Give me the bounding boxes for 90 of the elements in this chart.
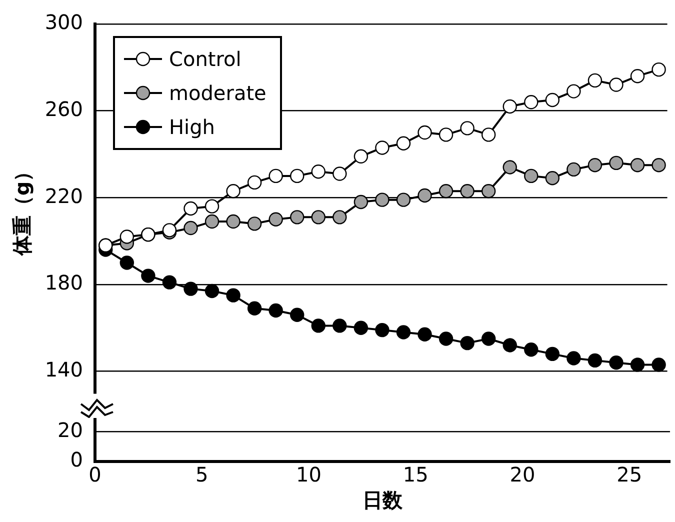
point	[375, 192, 390, 207]
point	[375, 140, 390, 155]
point	[460, 184, 474, 198]
point	[247, 175, 262, 190]
point	[268, 212, 283, 226]
point	[311, 164, 326, 179]
point	[184, 220, 198, 236]
point	[566, 84, 581, 98]
point	[502, 338, 517, 352]
point	[545, 171, 560, 186]
x-tick-label: 15	[402, 462, 428, 487]
point	[247, 216, 262, 231]
y-tick-label: 300	[44, 10, 83, 34]
legend-label: moderate	[169, 81, 266, 105]
legend-label: High	[169, 115, 215, 139]
point	[630, 158, 645, 172]
point	[204, 199, 220, 214]
x-tick-label: 25	[616, 462, 642, 487]
point	[396, 192, 411, 207]
point	[524, 168, 538, 184]
point	[460, 336, 474, 350]
point	[418, 125, 432, 140]
point	[418, 188, 432, 203]
point	[438, 184, 454, 198]
point	[184, 201, 198, 216]
legend-label: Control	[169, 47, 242, 71]
point	[226, 288, 240, 302]
point	[630, 68, 645, 84]
point	[481, 332, 496, 346]
point	[375, 322, 390, 338]
y-axis-title: 体重（g）	[10, 161, 34, 257]
point	[311, 318, 326, 333]
point	[162, 275, 177, 290]
point	[609, 356, 624, 370]
y-tick-label: 260	[44, 97, 83, 122]
point	[204, 214, 220, 229]
y-tick-label: 20	[58, 418, 83, 442]
y-tick-label: 220	[44, 184, 83, 208]
point	[588, 73, 602, 88]
x-tick-label: 5	[196, 462, 208, 487]
point	[418, 327, 432, 342]
point	[120, 256, 134, 270]
x-axis-title: 日数	[362, 488, 404, 512]
y-tick-label: 0	[70, 448, 83, 472]
point	[332, 210, 347, 224]
point	[354, 149, 368, 164]
point	[630, 358, 645, 372]
y-tick-label: 180	[44, 270, 83, 295]
point	[588, 158, 602, 172]
point	[481, 128, 496, 142]
point	[290, 308, 304, 322]
point	[120, 230, 134, 244]
x-tick-label: 20	[510, 462, 536, 487]
point	[588, 353, 602, 368]
x-tick-label: 10	[296, 462, 322, 487]
point	[502, 99, 517, 114]
point	[460, 121, 474, 136]
point	[609, 78, 624, 92]
point	[204, 284, 220, 298]
point	[332, 166, 347, 181]
point	[354, 194, 368, 210]
point	[524, 342, 538, 357]
point	[545, 92, 560, 108]
point	[226, 184, 240, 198]
point	[609, 156, 624, 170]
point	[290, 168, 304, 184]
point	[226, 214, 240, 229]
point	[290, 210, 304, 224]
point	[311, 210, 326, 224]
point	[502, 160, 517, 174]
point	[268, 303, 283, 318]
point	[396, 136, 411, 150]
point	[566, 162, 581, 177]
point	[141, 268, 156, 283]
point	[545, 346, 560, 362]
point	[481, 184, 496, 198]
point	[396, 325, 411, 340]
point	[354, 320, 368, 335]
point	[184, 282, 198, 296]
point	[268, 168, 283, 184]
point	[438, 332, 454, 346]
y-tick-label: 140	[44, 357, 83, 382]
point	[332, 318, 347, 333]
x-tick-label: 0	[88, 462, 102, 487]
point	[438, 128, 454, 142]
point	[524, 95, 538, 110]
point	[652, 158, 666, 172]
point	[247, 301, 262, 316]
point	[566, 351, 581, 366]
point	[652, 358, 666, 372]
